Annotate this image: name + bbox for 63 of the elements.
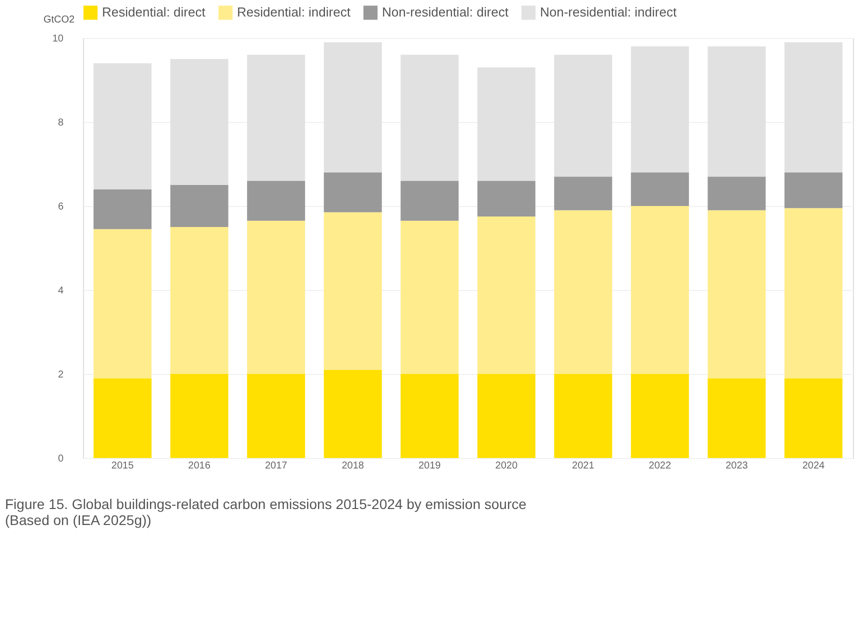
- x-tick-label: 2022: [648, 460, 672, 472]
- legend-label: Non-residential: direct: [382, 4, 509, 20]
- legend-label: Residential: direct: [102, 4, 206, 20]
- bar: [400, 180, 459, 221]
- x-tick-label: 2015: [111, 460, 134, 472]
- bar: [630, 46, 689, 172]
- bar: [477, 374, 536, 458]
- x-tick-label: 2017: [264, 460, 288, 472]
- bar: [247, 374, 306, 458]
- bar: [247, 220, 306, 374]
- bar: [400, 220, 459, 374]
- bar: [400, 54, 459, 181]
- legend-label: Residential: indirect: [237, 4, 351, 20]
- bar: [477, 180, 536, 216]
- x-tick-label: 2023: [726, 460, 748, 472]
- bar: [94, 229, 152, 378]
- y-tick-label: 10: [52, 34, 64, 44]
- bar: [324, 212, 382, 370]
- bar: [708, 210, 766, 378]
- y-axis-title: GtCO2: [44, 14, 76, 26]
- bar: [708, 176, 766, 210]
- bar: [170, 59, 228, 185]
- y-tick-label: 0: [58, 454, 64, 464]
- bar: [554, 374, 612, 458]
- bar: [477, 67, 536, 181]
- bar: [554, 54, 612, 177]
- y-tick-label: 8: [58, 118, 64, 128]
- x-tick-label: 2016: [188, 460, 211, 472]
- x-tick-label: 2019: [418, 460, 442, 472]
- bar: [170, 374, 228, 458]
- bar: [784, 42, 842, 172]
- bar: [554, 176, 612, 210]
- bar: [94, 63, 152, 190]
- bar: [784, 172, 842, 208]
- bar: [708, 378, 766, 458]
- x-tick-label: 2018: [342, 460, 364, 472]
- bar: [400, 374, 459, 458]
- x-tick-label: 2020: [495, 460, 518, 472]
- legend-label: Non-residential: indirect: [540, 4, 677, 20]
- bar: [784, 208, 842, 378]
- bar: [630, 172, 689, 206]
- bar: [324, 42, 382, 172]
- y-tick-label: 6: [58, 202, 64, 212]
- bar: [94, 378, 152, 458]
- bar: [324, 172, 382, 212]
- bar: [708, 46, 766, 177]
- y-tick-label: 2: [58, 370, 64, 380]
- bar: [94, 189, 152, 230]
- bar: [247, 54, 306, 181]
- x-tick-label: 2024: [802, 460, 826, 472]
- bar: [324, 370, 382, 458]
- bar: [170, 227, 228, 374]
- bar: [554, 210, 612, 374]
- caption: Figure 15. Global buildings-related carbon emissions 2015-2024 by emission source: [5, 496, 527, 512]
- y-tick-label: 4: [58, 286, 64, 296]
- bar: [630, 374, 689, 458]
- bar: [477, 216, 536, 374]
- bar: [630, 206, 689, 374]
- text: (Based on (IEA 2025g)): [5, 512, 152, 528]
- bar: [247, 180, 306, 221]
- x-tick-label: 2021: [572, 460, 595, 472]
- bar: [170, 185, 228, 227]
- bar: [784, 378, 842, 458]
